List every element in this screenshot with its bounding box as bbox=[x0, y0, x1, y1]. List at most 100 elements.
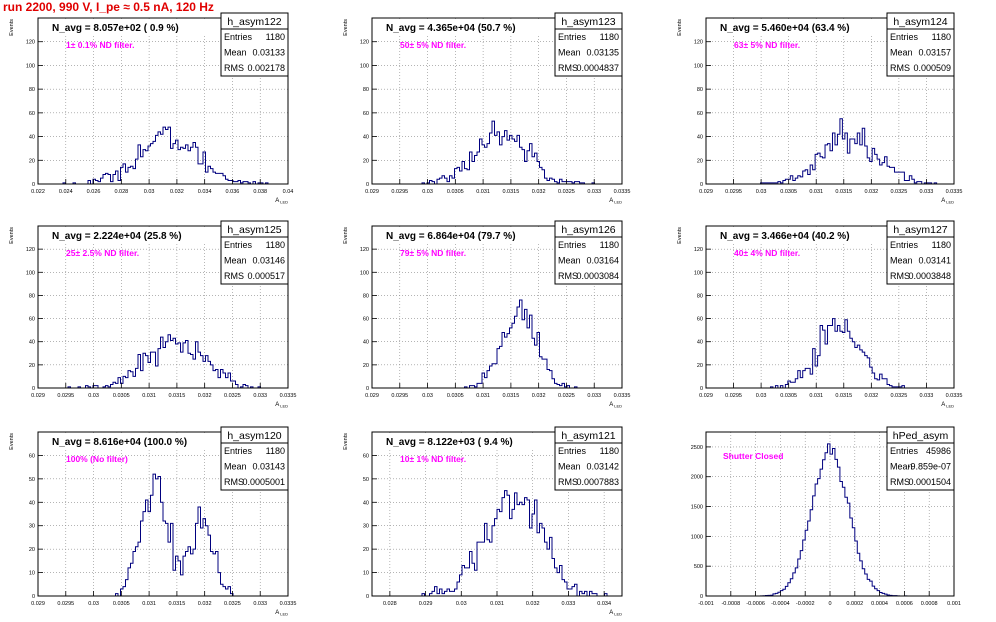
stats-title: h_asym124 bbox=[893, 16, 947, 28]
stats-box bbox=[220, 220, 289, 285]
plot-frame bbox=[371, 17, 623, 185]
stats-value: -9.859e-07 bbox=[907, 462, 951, 472]
x-tick-label: 0.029 bbox=[699, 189, 713, 195]
y-tick-label: 10 bbox=[363, 571, 369, 577]
x-tick-label: 0.033 bbox=[920, 189, 934, 195]
title-box bbox=[707, 19, 877, 35]
stats-value: 0.0005001 bbox=[242, 477, 285, 487]
stats-label: Mean bbox=[890, 48, 913, 58]
stats-title: h_asym127 bbox=[893, 224, 947, 236]
stats-label: Mean bbox=[890, 256, 913, 266]
histogram-h_asym123 bbox=[372, 120, 622, 185]
y-tick-label: 0 bbox=[366, 386, 369, 392]
y-tick-label: 40 bbox=[697, 135, 703, 141]
panel-title: N_avg = 2.224e+04 (25.8 %) bbox=[52, 231, 182, 242]
y-tick-label: 20 bbox=[29, 363, 35, 369]
stats-title: h_asym122 bbox=[227, 16, 281, 28]
y-tick-label: 500 bbox=[694, 564, 703, 570]
x-tick-label: 0.032 bbox=[532, 393, 546, 399]
title-box bbox=[39, 433, 209, 449]
stats-value: 0.0007883 bbox=[576, 477, 619, 487]
filter-annotation: 25± 2.5% ND filter. bbox=[66, 248, 139, 258]
x-tick-label: 0.0335 bbox=[946, 189, 963, 195]
x-tick-label: 0.031 bbox=[142, 601, 156, 607]
x-axis-label: ALED bbox=[275, 198, 288, 205]
x-tick-label: 0.029 bbox=[31, 393, 45, 399]
x-tick-label: 0.0325 bbox=[224, 601, 241, 607]
x-tick-label: -0.001 bbox=[698, 601, 714, 607]
x-tick-label: 0.0315 bbox=[168, 601, 185, 607]
y-tick-label: 80 bbox=[29, 87, 35, 93]
histogram-h_asym126 bbox=[372, 299, 622, 389]
panel-h_asym120: 0.029 0.0295 0.03 0.0305 0.031 0.0315 0.032 0.0… bbox=[9, 426, 297, 617]
stats-value: 0.0004837 bbox=[576, 63, 619, 73]
stats-value: 0.03135 bbox=[586, 48, 619, 58]
y-tick-label: 100 bbox=[694, 63, 703, 69]
stats-value: 1180 bbox=[600, 32, 619, 42]
x-tick-label: 0.022 bbox=[31, 189, 45, 195]
x-tick-label: 0.0325 bbox=[890, 393, 907, 399]
stats-label: RMS bbox=[890, 271, 910, 281]
y-tick-label: 100 bbox=[360, 270, 369, 276]
y-tick-label: 40 bbox=[697, 340, 703, 346]
x-tick-label: 0.029 bbox=[31, 601, 45, 607]
y-tick-label: 60 bbox=[29, 317, 35, 323]
x-tick-label: 0.031 bbox=[490, 601, 504, 607]
stats-label: RMS bbox=[224, 477, 244, 487]
x-axis-label: ALED bbox=[941, 198, 954, 205]
panel-title: N_avg = 6.864e+04 (79.7 %) bbox=[386, 231, 516, 242]
stats-label: Entries bbox=[890, 446, 919, 456]
y-tick-label: 100 bbox=[26, 63, 35, 69]
y-tick-label: 40 bbox=[363, 135, 369, 141]
panel-hPed_asym: -0.001 -0.0008 -0.0006 -0.0004 -0.0002 0 0.000… bbox=[691, 426, 961, 607]
x-tick-label: 0.033 bbox=[587, 393, 601, 399]
x-tick-label: 0.0305 bbox=[113, 601, 130, 607]
stats-value: 0.03157 bbox=[918, 48, 951, 58]
x-tick-label: -0.0002 bbox=[796, 601, 815, 607]
stats-title: h_asym120 bbox=[227, 430, 281, 442]
y-tick-label: 60 bbox=[363, 453, 369, 459]
y-tick-label: 30 bbox=[363, 524, 369, 530]
histogram-h_asym122 bbox=[38, 126, 288, 185]
x-tick-label: 0.026 bbox=[87, 189, 101, 195]
x-tick-label: 0.03 bbox=[144, 189, 155, 195]
x-tick-label: -0.0006 bbox=[746, 601, 765, 607]
y-axis-label: Events bbox=[343, 433, 349, 450]
stats-value: 0.03146 bbox=[252, 256, 285, 266]
panel-h_asym127: 0.029 0.0295 0.03 0.0305 0.031 0.0315 0.032 0.0… bbox=[677, 220, 962, 409]
y-tick-label: 30 bbox=[29, 524, 35, 530]
y-tick-label: 20 bbox=[29, 158, 35, 164]
y-tick-label: 60 bbox=[29, 453, 35, 459]
panel-title: N_avg = 5.460e+04 (63.4 %) bbox=[720, 23, 850, 34]
x-axis-label: ALED bbox=[609, 198, 622, 205]
stats-label: Mean bbox=[558, 462, 581, 472]
x-tick-label: 0.036 bbox=[226, 189, 240, 195]
panel-title: N_avg = 8.057e+02 ( 0.9 %) bbox=[52, 23, 179, 34]
y-tick-label: 120 bbox=[26, 40, 35, 46]
stats-box bbox=[554, 12, 623, 77]
x-tick-label: 0.0305 bbox=[113, 393, 130, 399]
y-tick-label: 80 bbox=[29, 293, 35, 299]
x-tick-label: 0.0315 bbox=[502, 189, 519, 195]
title-box bbox=[39, 227, 209, 243]
histogram-h_asym120 bbox=[38, 473, 288, 597]
x-tick-label: -0.0008 bbox=[721, 601, 740, 607]
stats-label: Entries bbox=[890, 240, 919, 250]
x-tick-label: 0.031 bbox=[476, 189, 490, 195]
filter-annotation: 79± 5% ND filter. bbox=[400, 248, 466, 258]
x-tick-label: 0.0004 bbox=[871, 601, 888, 607]
x-tick-label: 0.0305 bbox=[447, 393, 464, 399]
panel-title: N_avg = 4.365e+04 (50.7 %) bbox=[386, 23, 516, 34]
title-box bbox=[373, 227, 543, 243]
x-tick-label: 0.0335 bbox=[280, 601, 297, 607]
x-tick-label: 0.0295 bbox=[725, 189, 742, 195]
y-axis-label: Events bbox=[343, 19, 349, 36]
stats-value: 1180 bbox=[266, 446, 285, 456]
x-tick-label: 0.03 bbox=[88, 601, 99, 607]
x-tick-label: 0.0295 bbox=[391, 189, 408, 195]
panel-h_asym122: 0.022 0.024 0.026 0.028 0.03 0.032 0.034 0.036 0… bbox=[9, 12, 293, 205]
x-tick-label: 0.024 bbox=[59, 189, 73, 195]
x-tick-label: 0.029 bbox=[699, 393, 713, 399]
x-tick-label: 0.033 bbox=[253, 601, 267, 607]
